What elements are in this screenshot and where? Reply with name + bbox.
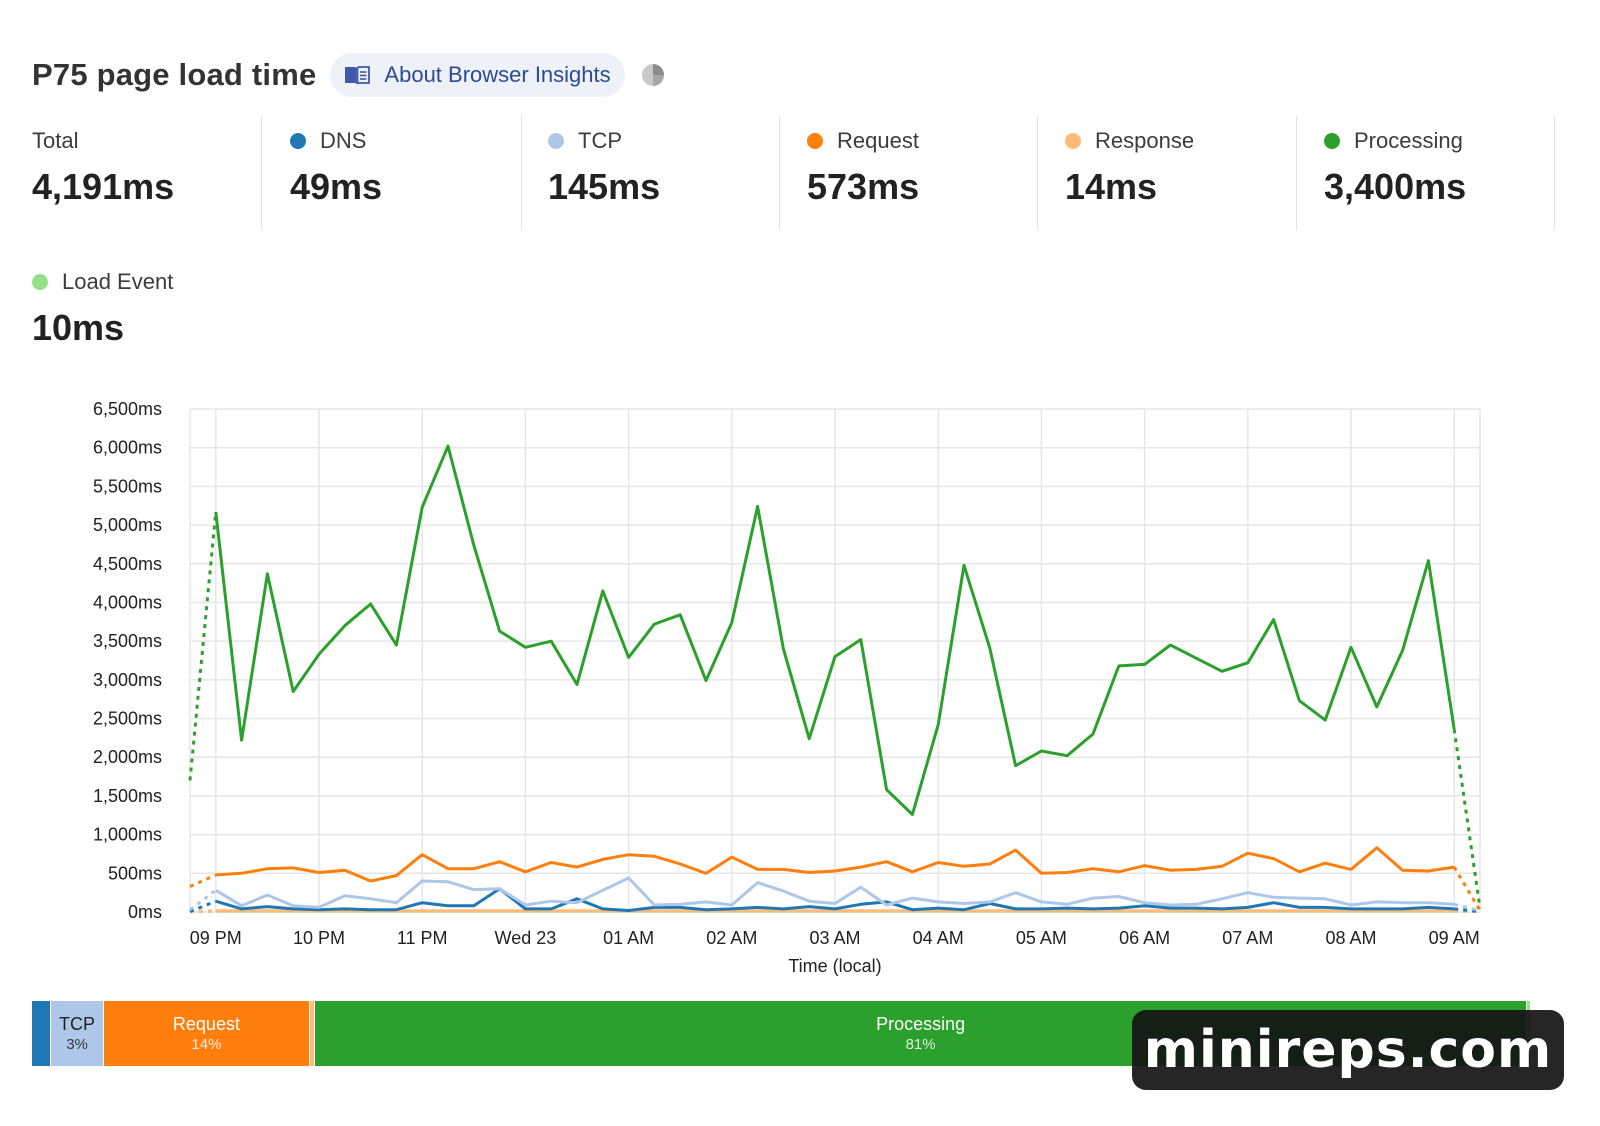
metric-label: TCP	[578, 128, 622, 153]
y-tick-label: 2,500ms	[93, 709, 162, 729]
metric-value: 49ms	[290, 166, 383, 207]
load-event-legend-dot	[32, 274, 48, 290]
response-legend-dot	[1065, 133, 1081, 149]
metric-label: Load Event	[62, 269, 174, 294]
x-tick-label: 05 AM	[1016, 928, 1067, 948]
request-series-line	[215, 846, 1455, 883]
metric-value: 573ms	[807, 166, 920, 207]
metric-label: Processing	[1354, 128, 1463, 153]
dns-series-edge-end	[1454, 907, 1481, 914]
x-axis: 09 PM 10 PM 11 PM Wed 23 01 AM 02 AM 03 AM 04 A…	[190, 928, 1480, 948]
book-icon	[345, 66, 371, 85]
metric-dns: DNS 49ms	[290, 116, 382, 230]
x-tick-label: 02 AM	[706, 928, 757, 948]
divider	[1296, 116, 1297, 230]
about-browser-insights-label: About Browser Insights	[384, 62, 611, 87]
x-tick-label: 11 PM	[397, 928, 448, 948]
divider	[1037, 116, 1038, 230]
metric-label: DNS	[320, 128, 367, 153]
breakdown-segment-label: Processing	[876, 1013, 966, 1034]
processing-series-line	[214, 444, 1456, 816]
breakdown-segment-dns	[32, 1001, 50, 1066]
metric-processing: Processing 3,400ms	[1324, 116, 1466, 230]
header: P75 page load time About Browser Insight…	[32, 52, 665, 98]
dns-legend-dot	[290, 133, 306, 149]
x-tick-label: Wed 23	[495, 928, 557, 948]
y-tick-label: 4,500ms	[93, 554, 162, 574]
metric-value: 3,400ms	[1324, 166, 1467, 207]
request-series-edge-start	[189, 873, 217, 888]
about-browser-insights-button[interactable]: About Browser Insights	[330, 53, 625, 97]
breakdown-segment-tcp: TCP 3%	[49, 1001, 104, 1066]
metric-value: 4,191ms	[32, 166, 175, 207]
y-tick-label: 3,500ms	[93, 631, 162, 651]
breakdown-segment-label: Request	[172, 1013, 240, 1034]
breakdown-segment-percent: 3%	[66, 1035, 88, 1053]
loading-spinner-icon	[641, 64, 664, 86]
tcp-series-line	[215, 876, 1455, 909]
request-legend-dot	[807, 133, 823, 149]
y-tick-label: 5,000ms	[93, 515, 162, 535]
breakdown-segment-response	[308, 1001, 315, 1066]
x-tick-label: 09 AM	[1429, 928, 1480, 948]
metric-label: Response	[1095, 128, 1195, 153]
breakdown-segment-percent: 81%	[905, 1035, 936, 1053]
divider	[779, 116, 780, 230]
metric-request: Request 573ms	[807, 116, 919, 230]
divider	[521, 116, 522, 230]
x-axis-title: Time (local)	[788, 956, 881, 976]
x-tick-label: 09 PM	[190, 928, 242, 948]
watermark: minireps.com	[1132, 1010, 1564, 1090]
y-tick-label: 6,000ms	[93, 438, 162, 458]
y-axis: 0ms 500ms 1,000ms 1,500ms 2,000ms 2,500ms 3,00…	[93, 399, 162, 922]
response-series-edge-start	[189, 909, 216, 914]
x-tick-label: 08 AM	[1325, 928, 1376, 948]
breakdown-segment-request: Request 14%	[103, 1001, 309, 1066]
y-tick-label: 500ms	[108, 863, 162, 883]
metric-label: Total	[32, 128, 79, 153]
load-time-line-chart: 0ms 500ms 1,000ms 1,500ms 2,000ms 2,500ms 3,00…	[93, 399, 1482, 976]
metric-load-event: Load Event 10ms	[32, 257, 173, 371]
breakdown-segment-percent: 14%	[191, 1035, 222, 1053]
y-tick-label: 1,000ms	[93, 825, 162, 845]
y-tick-label: 6,500ms	[93, 399, 162, 419]
x-tick-label: 07 AM	[1222, 928, 1273, 948]
y-tick-label: 4,000ms	[93, 592, 162, 612]
metric-total: Total 4,191ms	[32, 116, 174, 230]
chart-series	[188, 444, 1482, 914]
tcp-series-edge-start	[189, 889, 217, 911]
x-tick-label: 04 AM	[913, 928, 964, 948]
divider	[1554, 116, 1555, 230]
metric-response: Response 14ms	[1065, 116, 1194, 230]
x-tick-label: 10 PM	[293, 928, 345, 948]
processing-series-edge-end	[1452, 729, 1482, 909]
metric-value: 10ms	[32, 307, 125, 348]
y-tick-label: 3,000ms	[93, 670, 162, 690]
y-tick-label: 1,500ms	[93, 786, 162, 806]
y-tick-label: 2,000ms	[93, 747, 162, 767]
page-title: P75 page load time	[32, 57, 317, 92]
y-tick-label: 5,500ms	[93, 476, 162, 496]
processing-series-edge-start	[188, 511, 218, 781]
x-tick-label: 03 AM	[809, 928, 860, 948]
metric-tcp: TCP 145ms	[548, 116, 660, 230]
x-tick-label: 01 AM	[603, 928, 654, 948]
dns-series-line	[215, 887, 1455, 912]
processing-legend-dot	[1324, 133, 1340, 149]
metric-value: 14ms	[1065, 166, 1158, 207]
metric-value: 145ms	[548, 166, 661, 207]
x-tick-label: 06 AM	[1119, 928, 1170, 948]
y-tick-label: 0ms	[128, 902, 162, 922]
response-series-edge-end	[1454, 909, 1481, 914]
breakdown-segment-label: TCP	[59, 1013, 96, 1034]
chart-grid	[189, 408, 1481, 913]
divider	[261, 116, 262, 230]
tcp-legend-dot	[548, 133, 564, 149]
metric-label: Request	[837, 128, 919, 153]
